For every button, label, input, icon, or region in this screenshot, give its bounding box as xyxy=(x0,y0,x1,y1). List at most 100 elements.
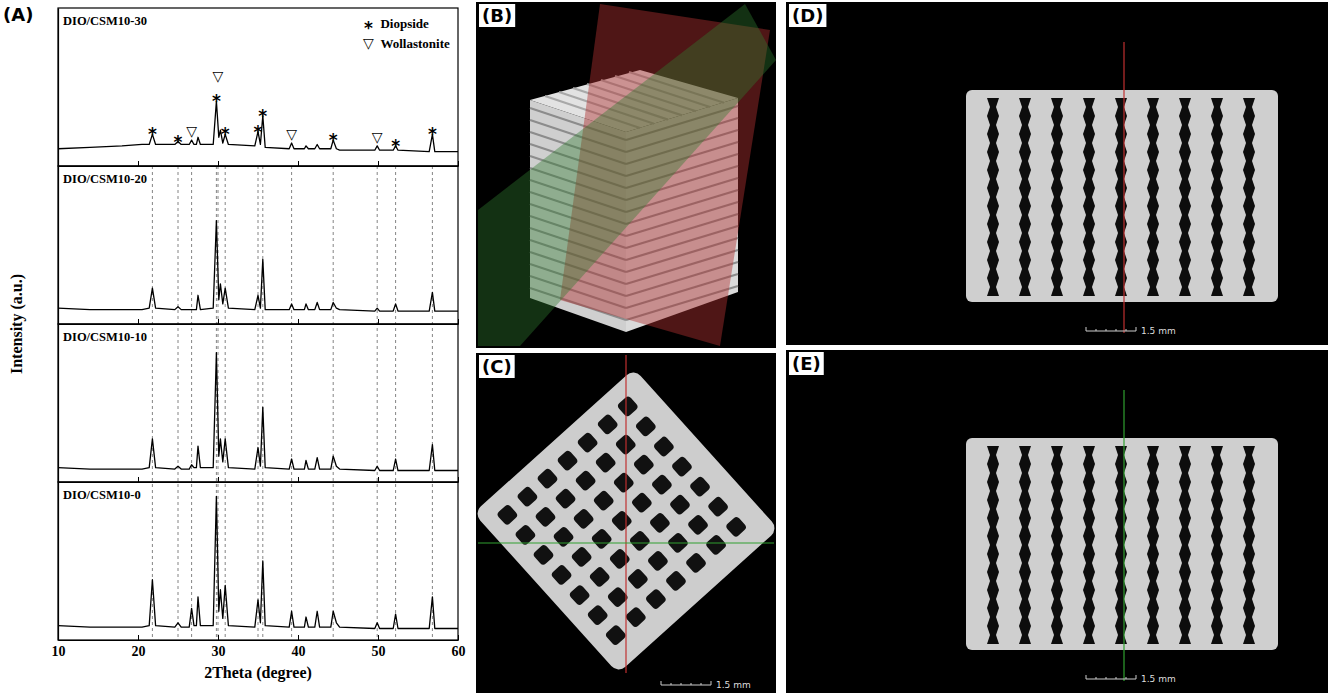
panel-letter: (A) xyxy=(3,4,33,25)
pore xyxy=(669,493,692,516)
pore xyxy=(576,431,599,454)
scale-bar-tick xyxy=(1096,329,1097,331)
pore xyxy=(1243,446,1255,644)
pore xyxy=(625,606,648,629)
reference-line xyxy=(191,166,192,640)
pore xyxy=(651,473,674,496)
pore xyxy=(608,548,631,571)
panel-title: DIO/CSM10-0 xyxy=(61,487,143,503)
x-tick-label: 60 xyxy=(452,644,466,659)
pore xyxy=(552,526,575,549)
panel-title-text: DIO/CSM10-30 xyxy=(63,14,147,28)
pore xyxy=(1019,98,1031,296)
scale-bar-line xyxy=(1086,679,1136,680)
panel-title: DIO/CSM10-10 xyxy=(61,329,149,345)
pore xyxy=(1019,446,1031,644)
scale-bar-tick xyxy=(671,683,672,685)
xrd-panel xyxy=(58,324,459,483)
letter-background xyxy=(479,4,515,27)
pore xyxy=(665,570,688,593)
x-tick xyxy=(218,319,219,324)
scale-bar-tick xyxy=(1136,327,1137,331)
scale-bar-tick xyxy=(1096,677,1097,679)
x-tick-label: 30 xyxy=(212,644,226,659)
section-line-red xyxy=(625,355,626,673)
x-tick xyxy=(138,161,139,166)
pore xyxy=(1051,98,1063,296)
pore xyxy=(574,469,597,492)
pore xyxy=(1115,98,1127,296)
title-background xyxy=(61,13,149,29)
x-tick-mark xyxy=(458,161,459,166)
panel-letter: (C) xyxy=(482,356,512,377)
scale-bar-tick xyxy=(1106,329,1107,331)
pore xyxy=(635,415,658,438)
pore xyxy=(633,453,656,476)
plot-frame xyxy=(58,8,458,166)
pore xyxy=(725,515,748,538)
pore xyxy=(653,435,676,458)
x-tick xyxy=(218,477,219,482)
legend: *Diopside▽Wollastonite xyxy=(363,16,450,51)
x-axis: 102030405060 xyxy=(52,635,466,659)
pore xyxy=(987,446,999,644)
x-tick xyxy=(218,161,219,166)
ct-panel-d: (D) 1.5 mm xyxy=(786,2,1328,345)
scale-bar-tick xyxy=(1136,675,1137,679)
phase-marker: ▽ xyxy=(186,123,197,139)
pore xyxy=(1147,446,1159,644)
legend-entry: ▽Wollastonite xyxy=(363,35,450,51)
image-background xyxy=(786,350,1328,693)
scale-bar-label: 1.5 mm xyxy=(1141,326,1176,336)
scale-bar-tick xyxy=(711,681,712,685)
x-tick-mark xyxy=(378,161,379,166)
scale-bar-line xyxy=(661,685,711,686)
pore xyxy=(629,530,652,553)
phase-marker: * xyxy=(148,124,157,144)
x-tick xyxy=(138,319,139,324)
pore xyxy=(588,566,611,589)
panel-title-text: DIO/CSM10-20 xyxy=(63,172,147,186)
y-axis xyxy=(58,9,59,167)
letter-background xyxy=(479,355,515,378)
reference-line xyxy=(178,166,179,640)
legend-label: Diopside xyxy=(380,16,429,31)
letter-background xyxy=(789,4,826,27)
y-axis-title: Intensity (a.u.) xyxy=(8,274,26,374)
panel-a: *********▽▽▽▽*Diopside▽Wollastonite10203… xyxy=(3,4,466,682)
phase-marker: ▽ xyxy=(372,129,383,145)
pore xyxy=(554,487,577,510)
title-background xyxy=(61,171,149,187)
scale-bar-label: 1.5 mm xyxy=(1141,674,1176,684)
y-axis-line xyxy=(58,325,59,483)
title-background xyxy=(61,487,143,503)
pore xyxy=(610,509,633,532)
x-tick xyxy=(458,319,459,324)
pore xyxy=(556,449,579,472)
pore xyxy=(534,505,557,528)
panel-title: DIO/CSM10-20 xyxy=(61,171,149,187)
reference-lines xyxy=(152,166,432,640)
scale-bar-tick xyxy=(1106,677,1107,679)
data-area xyxy=(58,221,458,311)
reference-line xyxy=(377,166,378,640)
y-axis-line xyxy=(58,9,59,167)
section-line xyxy=(1123,42,1124,333)
section-solid xyxy=(966,438,1278,650)
pore xyxy=(1083,446,1095,644)
x-tick xyxy=(378,477,379,482)
section-plane-green xyxy=(478,4,776,346)
ct-panel-e: (E)1.5 mm xyxy=(786,350,1328,693)
pore xyxy=(687,513,710,536)
x-tick-label: 20 xyxy=(132,644,146,659)
pore xyxy=(1115,446,1127,644)
section-solid xyxy=(966,90,1278,302)
pore xyxy=(1179,98,1191,296)
pore xyxy=(689,475,712,498)
image-background xyxy=(786,2,1328,345)
panel-letter: (D) xyxy=(792,5,823,26)
y-axis-line xyxy=(58,483,59,641)
pore xyxy=(536,467,559,490)
pore xyxy=(596,413,619,436)
phase-marker: * xyxy=(221,124,230,144)
